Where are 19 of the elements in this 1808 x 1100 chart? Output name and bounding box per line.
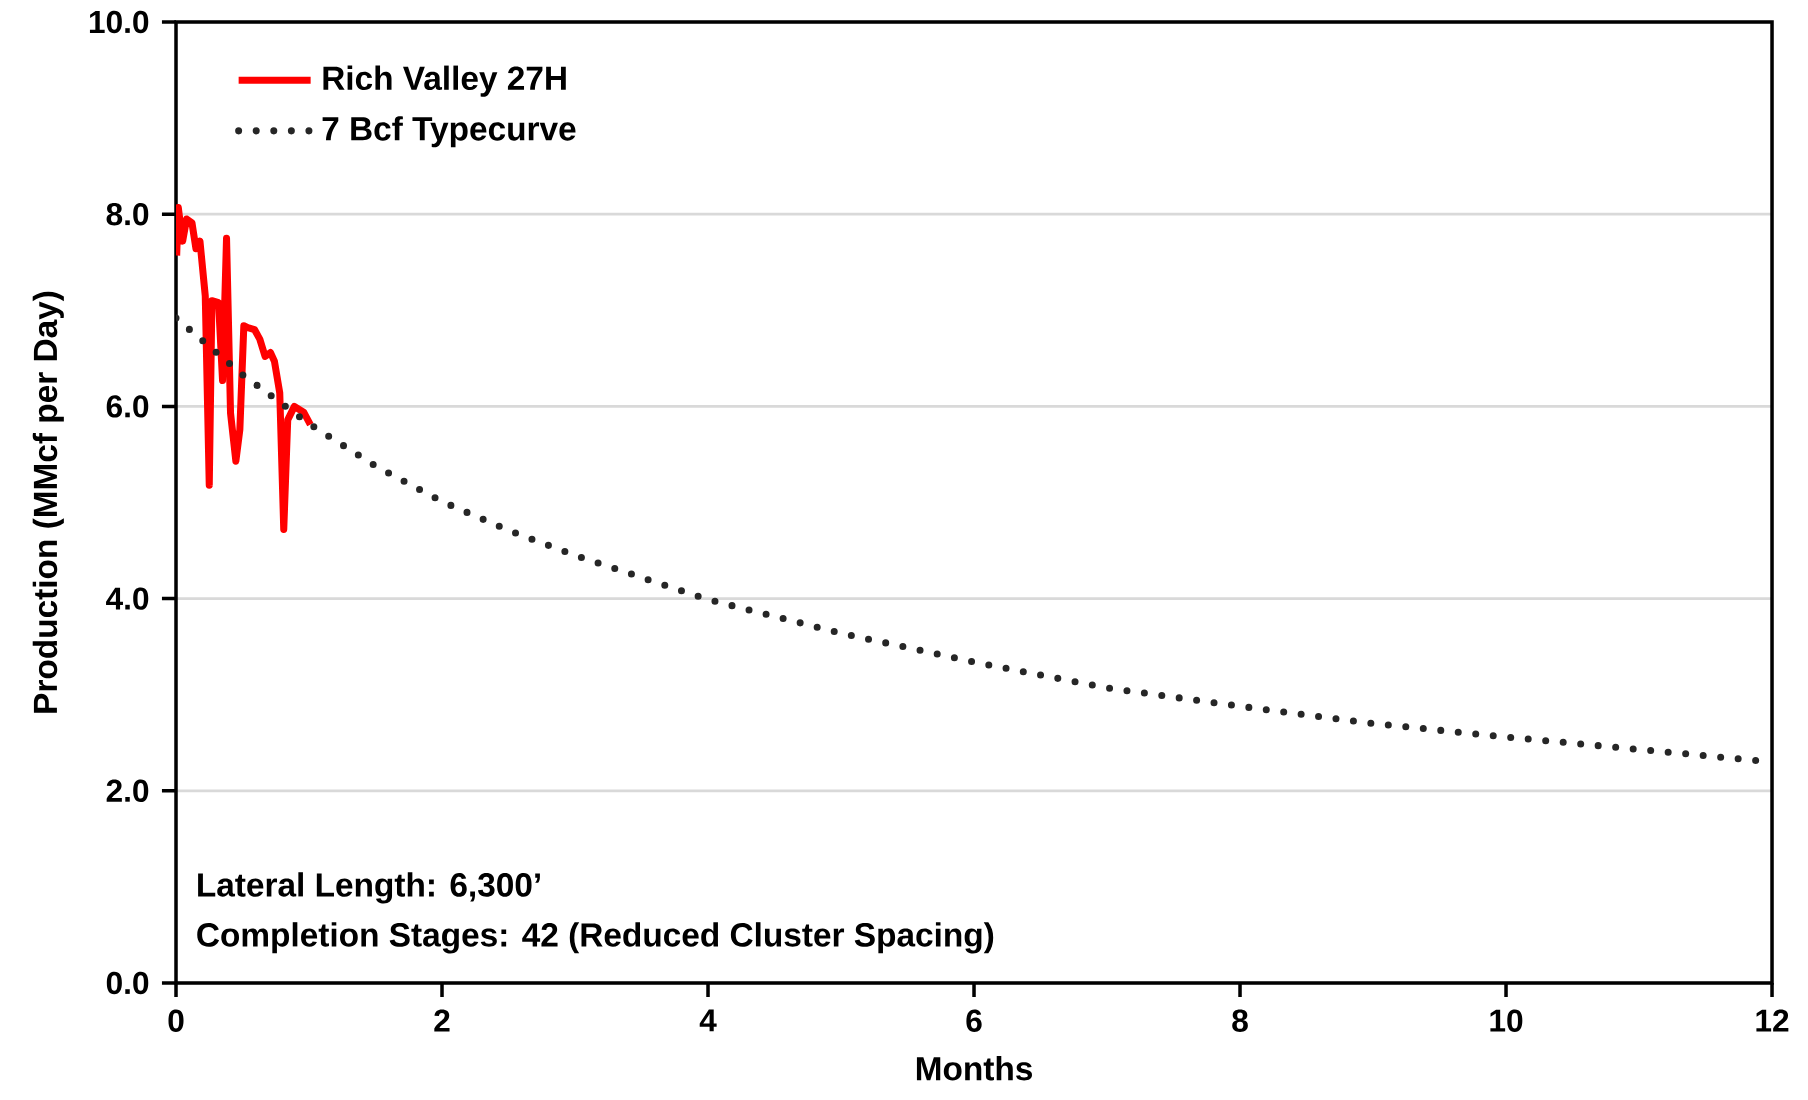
x-tick-label: 12 bbox=[1756, 1009, 1789, 1032]
y-tick-label: 2.0 bbox=[106, 779, 149, 803]
annotation: Completion Stages: 42 (Reduced Cluster Spacing) bbox=[197, 922, 994, 954]
legend-label: Rich Valley 27H bbox=[323, 65, 566, 97]
y-tick-label: 4.0 bbox=[106, 587, 149, 610]
x-tick-label: 4 bbox=[699, 1009, 717, 1032]
y-axis-title: Production (MMcf per Day) bbox=[32, 291, 64, 713]
x-tick-label: 2 bbox=[434, 1009, 450, 1032]
x-tick-label: 8 bbox=[1232, 1009, 1248, 1032]
x-tick-label: 10 bbox=[1490, 1009, 1523, 1032]
y-tick-label: 10.0 bbox=[89, 10, 149, 34]
x-axis-title: Months bbox=[916, 1056, 1032, 1081]
x-tick-label: 6 bbox=[966, 1009, 982, 1032]
legend-label: 7 Bcf Typecurve bbox=[322, 116, 576, 148]
y-tick-label: 6.0 bbox=[106, 395, 149, 418]
y-tick-label: 0.0 bbox=[106, 971, 149, 995]
x-tick-label: 0 bbox=[168, 1009, 184, 1032]
y-tick-label: 8.0 bbox=[106, 202, 149, 226]
annotation: Lateral Length: 6,300’ bbox=[198, 872, 540, 904]
